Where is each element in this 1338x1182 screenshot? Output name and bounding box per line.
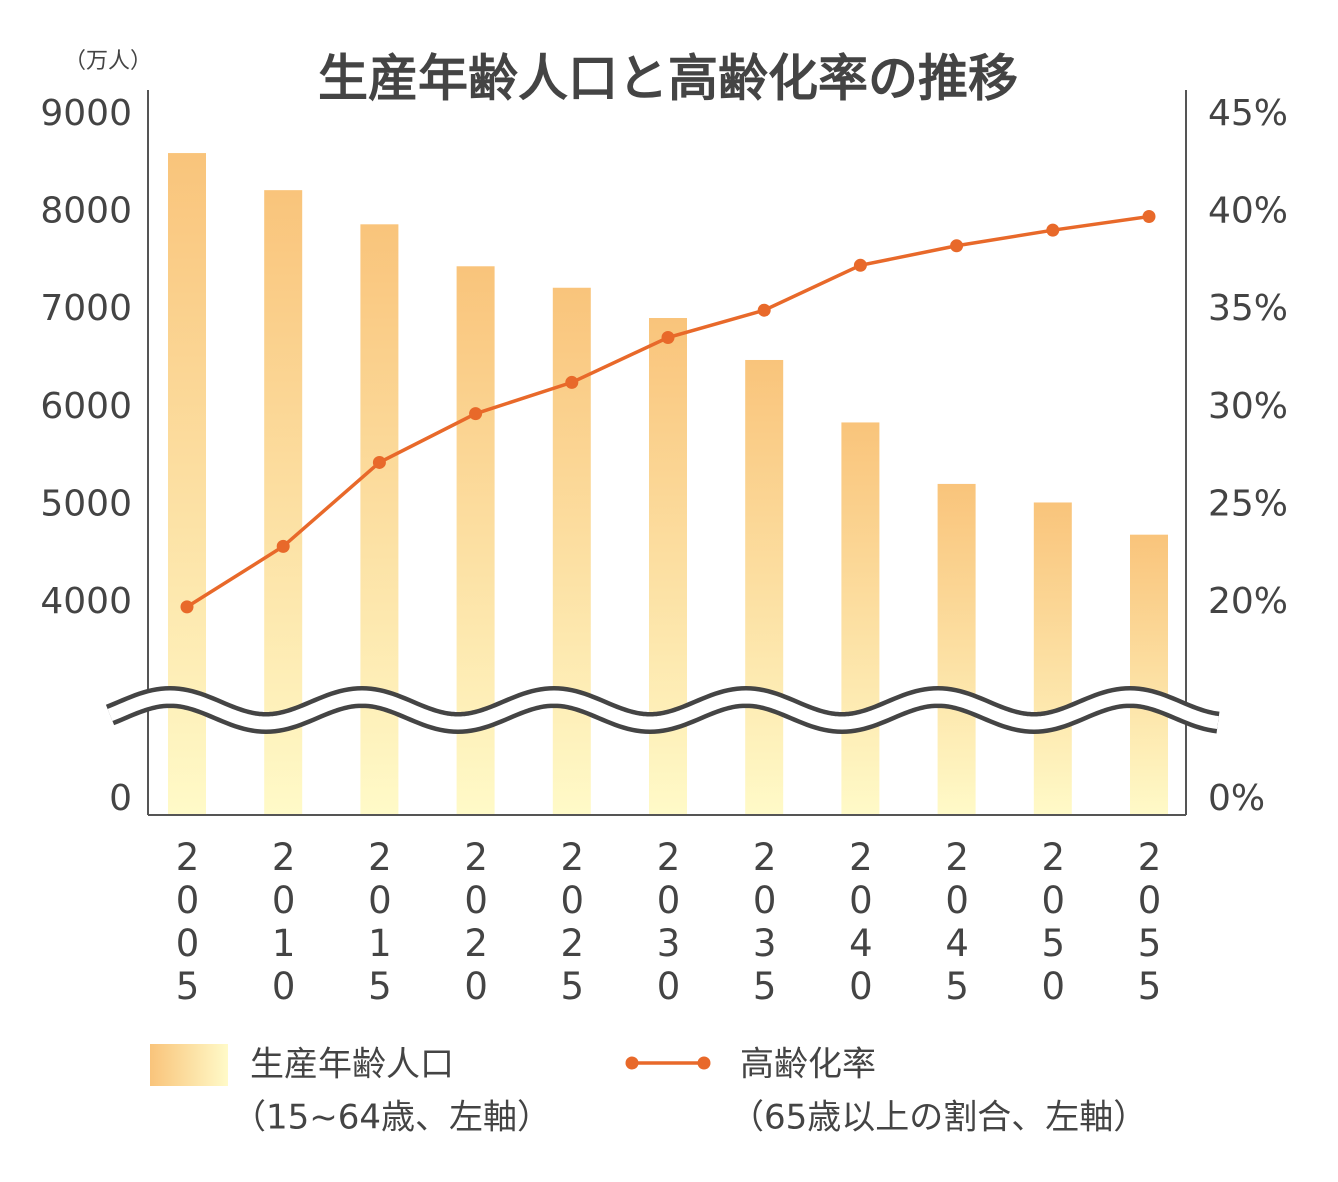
line-point: [180, 600, 194, 614]
legend-label: 生産年齢人口: [250, 1045, 454, 1085]
bar: [745, 359, 784, 815]
x-tick-label: 2040: [839, 836, 883, 1008]
x-tick-label: 2050: [1031, 836, 1075, 1008]
y2-tick-label: 30%: [1208, 386, 1288, 427]
bar: [841, 422, 880, 815]
y2-tick-label: 35%: [1208, 288, 1288, 329]
y-tick-label: 6000: [40, 386, 132, 427]
x-tick-label: 2020: [454, 836, 498, 1008]
x-tick-label: 2045: [935, 836, 979, 1008]
line-point: [469, 407, 483, 421]
bar: [1033, 502, 1072, 815]
y2-tick-label: 40%: [1208, 191, 1288, 232]
bar: [937, 483, 976, 815]
bar: [552, 287, 591, 815]
y-tick-label: 7000: [40, 288, 132, 329]
y-tick-label: 0: [109, 778, 132, 819]
line-point: [757, 303, 771, 317]
bar: [649, 318, 687, 815]
line-point: [1142, 210, 1156, 224]
y-tick-label: 4000: [40, 581, 132, 622]
line-point: [565, 375, 579, 389]
line-point: [661, 331, 675, 345]
legend-description: （15~64歳、左軸）: [232, 1098, 551, 1138]
line-point: [276, 539, 290, 553]
y2-tick-label: 20%: [1208, 581, 1288, 622]
legend-swatch-point: [697, 1056, 711, 1070]
x-tick-label: 2010: [262, 836, 306, 1008]
y2-tick-label: 0%: [1208, 778, 1265, 819]
x-tick-label: 2025: [550, 836, 594, 1008]
x-tick-label: 2030: [647, 836, 690, 1008]
bar: [360, 224, 399, 815]
x-tick-label: 2035: [743, 836, 787, 1008]
line-point: [853, 258, 867, 272]
x-tick-label: 2055: [1128, 836, 1171, 1008]
y-tick-label: 9000: [40, 93, 132, 134]
y-tick-label: 8000: [40, 191, 132, 232]
bar: [168, 153, 206, 816]
y-axis-unit: （万人）: [64, 49, 152, 74]
line-point: [372, 455, 386, 469]
y-tick-label: 5000: [40, 483, 132, 524]
axis-break: [107, 690, 1219, 730]
bar: [1130, 534, 1168, 815]
x-tick-label: 2015: [358, 836, 402, 1008]
line-point: [950, 239, 964, 253]
y2-tick-label: 45%: [1208, 93, 1288, 134]
chart-title: 生産年齢人口と高齢化率の推移: [318, 50, 1018, 108]
legend-label: 高齢化率: [740, 1045, 876, 1085]
line-point: [1046, 223, 1060, 237]
legend-description: （65歳以上の割合、左軸）: [730, 1098, 1147, 1138]
legend-swatch-point: [625, 1056, 639, 1070]
y2-tick-label: 25%: [1208, 483, 1288, 524]
x-tick-label: 2005: [166, 836, 209, 1008]
legend-swatch: [150, 1044, 228, 1086]
